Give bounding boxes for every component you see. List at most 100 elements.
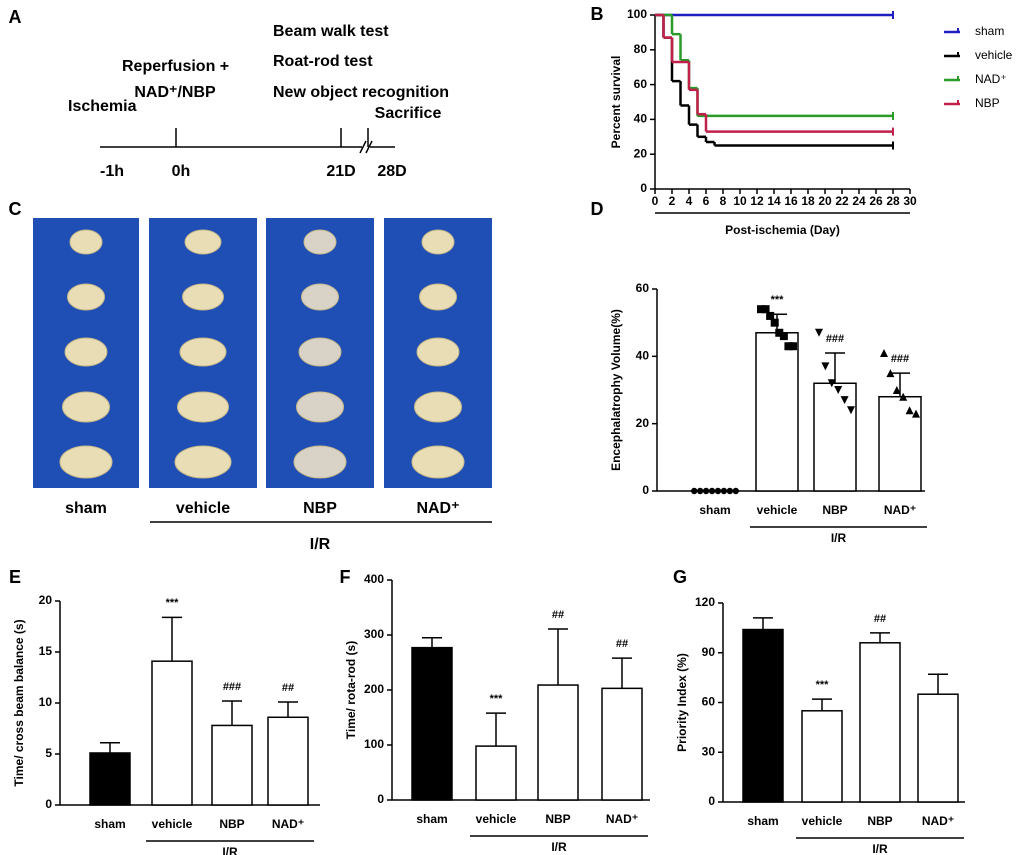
legend-label: sham: [975, 24, 1004, 38]
data-point: [720, 487, 728, 495]
x-tick-label: vehicle: [757, 503, 798, 517]
y-axis-label: Encephalatrophy Volume(%): [609, 309, 623, 471]
y-tick-label: 80: [634, 42, 648, 56]
y-tick-label: 400: [364, 572, 384, 586]
timeline-event: Ischemia: [68, 98, 137, 115]
x-tick-label: sham: [699, 503, 730, 517]
x-tick-label: sham: [94, 817, 125, 831]
y-tick-label: 0: [640, 181, 647, 195]
x-tick-label: 12: [750, 194, 764, 208]
data-point: [784, 342, 793, 351]
brain-slice: [177, 391, 229, 423]
brain-slice: [64, 337, 108, 367]
y-tick-label: 20: [39, 593, 53, 607]
y-tick-label: 30: [702, 744, 716, 758]
significance-label: ##: [874, 613, 886, 625]
x-tick-label: vehicle: [476, 812, 517, 826]
bar: [151, 660, 193, 806]
data-point: [840, 396, 849, 405]
y-tick-label: 0: [642, 483, 649, 497]
data-point: [886, 369, 895, 378]
panel-label: E: [9, 567, 21, 587]
significance-label: ##: [552, 609, 564, 621]
data-point: [714, 487, 722, 495]
data-point: [847, 406, 855, 415]
timeline-event: NAD⁺/NBP: [134, 84, 216, 101]
legend-label: NAD⁺: [975, 72, 1007, 86]
x-tick-label: vehicle: [802, 814, 843, 828]
timeline-event: Sacrifice: [375, 105, 442, 122]
bar: [601, 687, 643, 801]
photo-group-label: NAD⁺: [416, 500, 459, 517]
x-tick-label: 16: [784, 194, 798, 208]
panel-label: G: [673, 567, 687, 587]
photo-panel: [33, 218, 492, 523]
bar: [475, 745, 517, 801]
group-label: I/R: [831, 531, 847, 545]
data-point: [696, 487, 704, 495]
data-point: [815, 328, 823, 337]
y-tick-label: 200: [364, 682, 384, 696]
x-tick-label: 6: [703, 194, 710, 208]
bar: [537, 684, 579, 801]
brain-slice: [301, 283, 339, 311]
group-label: I/R: [872, 842, 888, 855]
x-tick-label: 0: [652, 194, 659, 208]
x-tick-label: 24: [852, 194, 866, 208]
y-tick-label: 120: [695, 595, 715, 609]
x-tick-label: NAD⁺: [922, 814, 954, 828]
y-tick-label: 90: [702, 645, 716, 659]
x-tick-label: 18: [801, 194, 815, 208]
brain-slice: [298, 337, 342, 367]
y-tick-label: 15: [39, 644, 53, 658]
x-tick-label: NBP: [545, 812, 570, 826]
x-tick-label: NAD⁺: [884, 503, 916, 517]
significance-label: ##: [616, 638, 628, 650]
data-point: [732, 487, 739, 495]
significance-label: ***: [771, 294, 785, 306]
bar: [742, 628, 784, 803]
data-point: [880, 348, 888, 357]
data-point: [899, 392, 908, 401]
y-tick-label: 0: [45, 797, 52, 811]
photo-group-label: vehicle: [176, 500, 230, 517]
group-label: I/R: [551, 840, 567, 854]
y-axis-label: Time/ cross beam balance (s): [12, 619, 26, 786]
significance-label: ###: [223, 681, 241, 693]
y-tick-label: 40: [634, 112, 648, 126]
y-tick-label: 20: [636, 416, 650, 430]
timeline-tick-label: 28D: [377, 163, 406, 180]
x-tick-label: 2: [669, 194, 676, 208]
photo-group-bracket-label: I/R: [310, 536, 331, 553]
x-tick-label: 14: [767, 194, 781, 208]
x-tick-label: 26: [869, 194, 883, 208]
data-point: [905, 406, 914, 415]
significance-label: ###: [826, 333, 844, 345]
significance-label: ***: [166, 597, 180, 609]
bar: [878, 395, 922, 492]
y-tick-label: 0: [377, 792, 384, 806]
y-axis-label: Percent survival: [609, 56, 623, 149]
significance-label: ##: [282, 682, 294, 694]
y-tick-label: 60: [702, 695, 716, 709]
bar: [813, 382, 857, 492]
bar: [755, 332, 799, 492]
brain-slice: [421, 229, 455, 255]
brain-slice: [296, 391, 344, 423]
timeline-tick-label: 21D: [326, 163, 355, 180]
x-tick-label: 28: [886, 194, 900, 208]
panel-label: B: [591, 4, 604, 24]
brain-slice: [414, 391, 462, 423]
data-point: [789, 342, 797, 351]
data-point: [827, 379, 836, 388]
x-tick-label: 10: [733, 194, 747, 208]
y-tick-label: 0: [708, 794, 715, 808]
x-tick-label: NAD⁺: [606, 812, 638, 826]
group-label: I/R: [222, 845, 238, 855]
y-tick-label: 60: [636, 281, 650, 295]
brain-slice: [182, 283, 224, 311]
y-tick-label: 5: [45, 746, 52, 760]
bar: [917, 693, 959, 803]
brain-slice: [184, 229, 222, 255]
